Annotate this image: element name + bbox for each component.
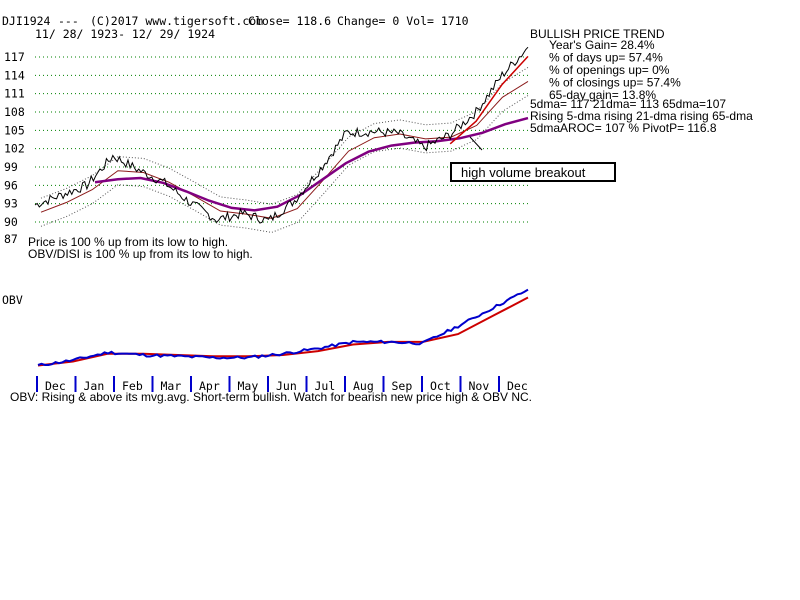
annotation-label: high volume breakout [461, 165, 586, 180]
date-range: 11/ 28/ 1923- 12/ 29/ 1924 [35, 27, 215, 41]
month-label: May [238, 379, 259, 393]
month-label: Feb [122, 379, 143, 393]
trend-stat: % of closings up= 57.4% [549, 76, 681, 90]
trend-stat: % of openings up= 0% [549, 63, 670, 77]
obv-line [37, 288, 529, 366]
change-volume: Change= 0 Vol= 1710 [337, 14, 469, 28]
price-line [34, 46, 529, 224]
y-tick-label: 117 [4, 50, 25, 64]
y-tick-label: 108 [4, 105, 25, 119]
y-tick-label: 90 [4, 215, 18, 229]
month-label: Jan [84, 379, 105, 393]
y-tick-label: 105 [4, 123, 25, 137]
y-tick-label: 114 [4, 68, 25, 82]
y-tick-label: 102 [4, 142, 25, 156]
trend-stat: % of days up= 57.4% [549, 51, 663, 65]
dma-line: 5dma= 117 21dma= 113 65dma=107 [530, 97, 726, 111]
month-label: Dec [507, 379, 528, 393]
annotation-pointer [469, 136, 483, 151]
obv-disi-note: OBV/DISI is 100 % up from its low to hig… [28, 247, 253, 261]
copyright-text: (C)2017 www.tigersoft.com [90, 14, 263, 28]
obv-note: OBV: Rising & above its mvg.avg. Short-t… [10, 390, 532, 404]
trend-title: BULLISH PRICE TREND [530, 27, 665, 41]
month-label: Sep [392, 379, 413, 393]
y-tick-label: 93 [4, 197, 18, 211]
y-tick-label: 96 [4, 178, 18, 192]
price-y-axis: 117 114 111 108 105 102 99 96 93 90 87 [4, 50, 25, 246]
month-label: Nov [469, 379, 490, 393]
annotation-box [450, 162, 616, 182]
y-tick-label: 111 [4, 87, 25, 101]
month-label: Aug [353, 379, 374, 393]
obv-label: OBV [2, 293, 23, 307]
obv-ma-line [37, 296, 529, 367]
month-label: Mar [161, 379, 182, 393]
month-label: Jun [276, 379, 297, 393]
price-note: Price is 100 % up from its low to high. [28, 235, 228, 249]
month-label: Dec [45, 379, 66, 393]
trend-stat: 65-day gain= 13.8% [549, 88, 656, 102]
y-tick-label: 87 [4, 232, 18, 246]
month-label: Oct [430, 379, 451, 393]
dma-line: Rising 5-dma rising 21-dma rising 65-dma [530, 109, 753, 123]
header-dashes: --- [58, 14, 79, 28]
ma21-line [40, 80, 529, 219]
close-value: Close= 118.6 [248, 14, 331, 28]
short-ma-line [449, 55, 529, 145]
trend-stat: Year's Gain= 28.4% [549, 38, 655, 52]
dma-line: 5dmaAROC= 107 % PivotP= 116.8 [530, 121, 717, 135]
chart-symbol: DJI1924 [2, 14, 51, 28]
y-tick-label: 99 [4, 160, 18, 174]
month-axis: Dec Jan Feb Mar Apr May Jun Jul Aug Sep Oct Nov Dec [36, 376, 528, 393]
month-label: Apr [199, 379, 220, 393]
month-label: Jul [315, 379, 336, 393]
trend-stats: Year's Gain= 28.4%% of days up= 57.4%% o… [549, 38, 681, 102]
